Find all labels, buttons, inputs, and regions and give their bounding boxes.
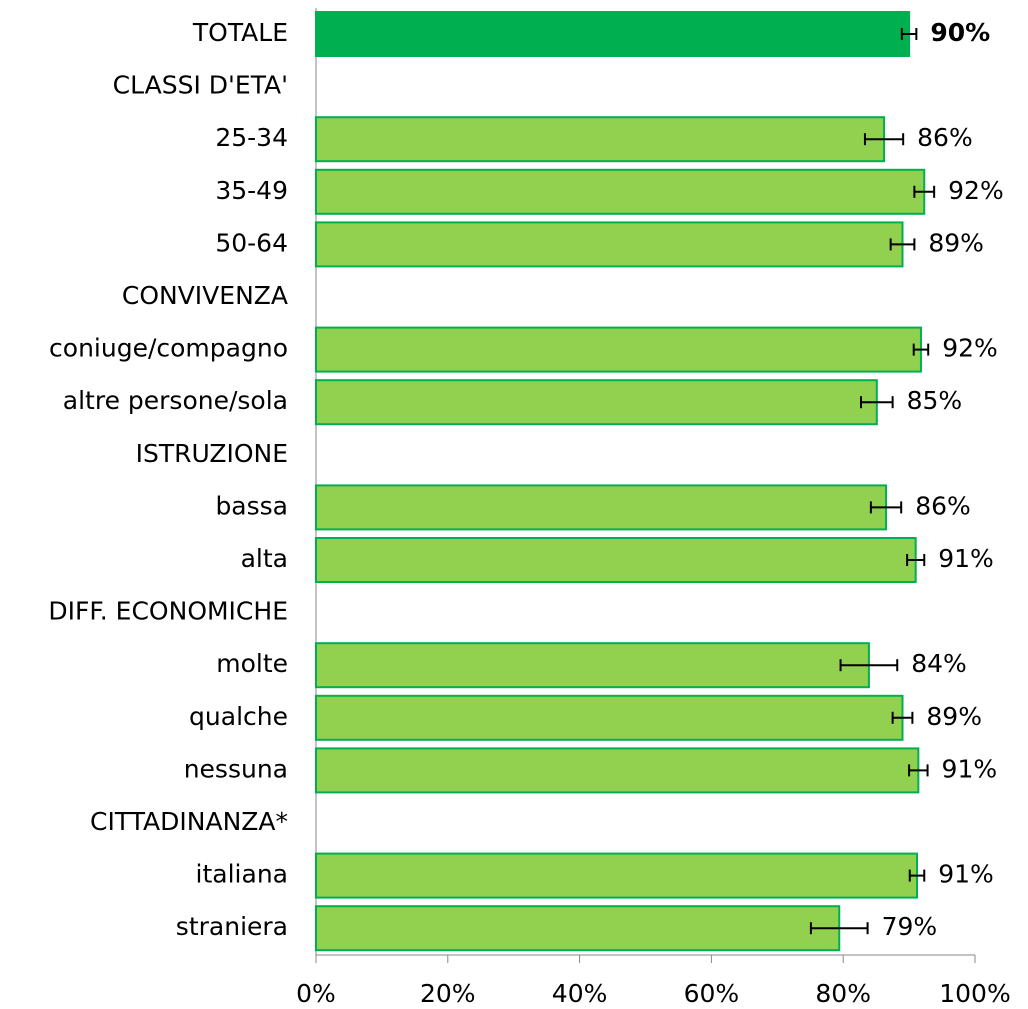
bar	[315, 379, 878, 426]
error-bar	[809, 922, 869, 935]
value-label: 86%	[917, 123, 973, 152]
value-label: 91%	[938, 544, 994, 573]
category-label: 25-34	[215, 123, 288, 152]
category-label: DIFF. ECONOMICHE	[48, 597, 288, 626]
x-tick-label: 0%	[296, 979, 336, 1008]
error-bar	[891, 711, 914, 724]
value-label: 90%	[930, 18, 990, 47]
bar	[315, 168, 926, 215]
category-label: qualche	[189, 702, 288, 731]
bar	[315, 221, 904, 268]
error-bar	[863, 133, 905, 146]
error-bar	[900, 28, 918, 40]
bar	[315, 326, 922, 373]
bar	[315, 694, 904, 741]
x-tick-label: 100%	[939, 979, 1010, 1008]
error-bar	[913, 185, 936, 198]
category-label: straniera	[176, 912, 288, 941]
x-tick-label: 40%	[552, 979, 608, 1008]
bar	[315, 852, 919, 899]
bar	[315, 905, 841, 952]
category-label: altre persone/sola	[63, 386, 288, 415]
category-label: bassa	[215, 491, 288, 520]
category-label: ISTRUZIONE	[136, 439, 288, 468]
error-bar	[869, 501, 903, 514]
value-label: 92%	[948, 176, 1004, 205]
x-tick-label: 20%	[420, 979, 476, 1008]
category-label: CLASSI D'ETA'	[113, 71, 288, 100]
category-label: TOTALE	[192, 18, 288, 47]
value-label: 89%	[928, 228, 984, 257]
category-label: italiana	[196, 860, 288, 889]
bar	[315, 747, 920, 794]
error-bar	[912, 343, 930, 356]
value-label: 85%	[907, 386, 963, 415]
value-label: 89%	[926, 702, 982, 731]
value-label: 92%	[942, 334, 998, 363]
error-bar	[906, 554, 926, 566]
bar	[315, 11, 911, 57]
x-tick-label: 80%	[815, 979, 871, 1008]
bar	[315, 484, 888, 531]
bar	[315, 642, 870, 689]
error-bar	[839, 659, 899, 672]
error-bar	[908, 764, 929, 777]
category-label: CONVIVENZA	[122, 281, 288, 310]
bar	[315, 537, 917, 583]
value-label: 79%	[882, 912, 938, 941]
error-bar	[859, 396, 894, 409]
x-tick-label: 60%	[684, 979, 740, 1008]
category-label: nessuna	[184, 754, 288, 783]
category-label: molte	[216, 649, 288, 678]
value-label: 84%	[911, 649, 967, 678]
category-label: coniuge/compagno	[49, 334, 288, 363]
category-label: 35-49	[215, 176, 288, 205]
value-label: 91%	[938, 860, 994, 889]
value-label: 86%	[915, 491, 971, 520]
category-label: CITTADINANZA*	[90, 807, 288, 836]
error-bar	[908, 869, 926, 882]
category-label: 50-64	[215, 228, 288, 257]
bar	[315, 116, 886, 163]
value-label: 91%	[942, 754, 998, 783]
category-label: alta	[241, 544, 288, 573]
error-bar	[889, 238, 916, 251]
